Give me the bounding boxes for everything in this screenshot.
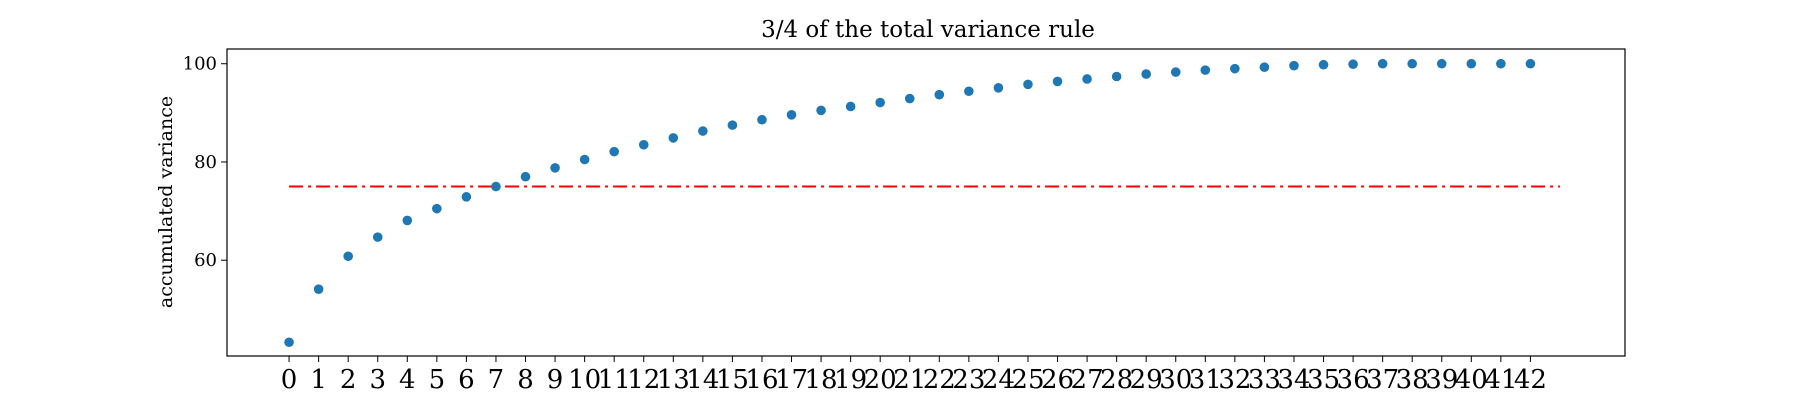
x-tick-label: 9 <box>547 365 564 395</box>
x-tick-label: 19 <box>834 365 867 395</box>
data-point <box>816 105 826 116</box>
data-point <box>579 154 590 165</box>
x-tick-label: 35 <box>1307 365 1340 395</box>
x-tick-label: 2 <box>340 365 357 395</box>
x-ticks-group: 0 1 2 3 4 5 6 7 8 9 101112131415161718192021222324… <box>281 356 1547 395</box>
x-tick-label: 22 <box>923 365 956 395</box>
data-point <box>1377 58 1388 69</box>
x-tick-label: 30 <box>1159 365 1192 395</box>
data-point <box>1407 58 1417 69</box>
x-tick-label: 26 <box>1041 365 1074 395</box>
y-ticks-group: 60 80 100 <box>183 54 227 271</box>
x-tick-label: 7 <box>488 365 505 395</box>
chart-title: 3/4 of the total variance rule <box>761 17 1095 43</box>
data-point <box>1170 67 1181 77</box>
data-point <box>638 139 649 150</box>
data-point <box>550 163 560 173</box>
x-tick-label: 36 <box>1337 365 1370 395</box>
data-point <box>1466 58 1477 69</box>
x-tick-label: 13 <box>657 365 690 395</box>
y-axis-label: accumulated variance <box>155 96 177 308</box>
x-tick-label: 37 <box>1366 365 1399 395</box>
x-tick-label: 6 <box>458 365 475 395</box>
data-point <box>1259 62 1270 72</box>
data-point <box>845 101 856 112</box>
x-tick-label: 38 <box>1396 365 1429 395</box>
x-tick-label: 5 <box>429 365 446 395</box>
data-point <box>1052 76 1063 87</box>
x-tick-label: 40 <box>1455 365 1488 395</box>
data-point <box>1525 58 1536 69</box>
data-point <box>904 93 915 104</box>
x-tick-label: 20 <box>864 365 897 395</box>
x-tick-label: 16 <box>745 365 778 395</box>
data-point <box>1200 65 1211 75</box>
data-point <box>1496 58 1506 69</box>
x-tick-label: 1 <box>310 365 327 395</box>
data-point <box>786 110 797 120</box>
data-point <box>402 215 413 226</box>
x-tick-label: 31 <box>1189 365 1222 395</box>
x-tick-label: 33 <box>1248 365 1281 395</box>
y-tick-label: 80 <box>194 152 217 173</box>
data-point <box>993 83 1004 93</box>
data-point <box>1141 69 1151 79</box>
x-tick-label: 3 <box>369 365 386 395</box>
data-point <box>1230 63 1240 74</box>
y-tick-label: 100 <box>183 54 217 75</box>
x-tick-label: 0 <box>281 365 298 395</box>
data-point <box>757 114 767 125</box>
x-tick-label: 12 <box>627 365 660 395</box>
data-point <box>1111 71 1122 82</box>
x-tick-label: 25 <box>1011 365 1044 395</box>
data-point <box>520 171 531 182</box>
data-point <box>343 251 353 262</box>
x-tick-label: 24 <box>982 365 1015 395</box>
x-tick-label: 23 <box>952 365 985 395</box>
x-tick-label: 18 <box>805 365 838 395</box>
data-point <box>461 192 472 202</box>
data-point <box>1023 79 1033 90</box>
data-point <box>1082 74 1092 84</box>
data-point <box>609 146 619 157</box>
x-tick-label: 17 <box>775 365 808 395</box>
data-point <box>1436 58 1447 69</box>
x-tick-label: 15 <box>716 365 749 395</box>
x-tick-label: 28 <box>1100 365 1133 395</box>
x-tick-label: 21 <box>893 365 926 395</box>
data-point <box>491 181 501 192</box>
data-point <box>698 126 708 136</box>
plot-area-frame <box>226 48 1626 357</box>
y-tick-label: 60 <box>194 250 217 271</box>
data-point <box>934 89 945 100</box>
data-point <box>372 232 383 242</box>
x-tick-label: 34 <box>1277 365 1310 395</box>
data-point <box>313 284 324 294</box>
data-points-group <box>284 58 1536 348</box>
x-tick-label: 29 <box>1130 365 1163 395</box>
data-point <box>727 120 738 130</box>
data-point <box>875 97 885 108</box>
x-tick-label: 32 <box>1218 365 1251 395</box>
data-point <box>668 133 679 143</box>
data-point <box>284 337 294 348</box>
x-tick-label: 42 <box>1514 365 1547 395</box>
data-point <box>1318 59 1329 70</box>
x-tick-label: 10 <box>568 365 601 395</box>
data-point <box>1348 59 1358 70</box>
x-tick-label: 39 <box>1425 365 1458 395</box>
x-tick-label: 11 <box>598 365 631 395</box>
x-tick-label: 27 <box>1071 365 1104 395</box>
x-tick-label: 41 <box>1484 365 1517 395</box>
x-tick-label: 4 <box>399 365 416 395</box>
data-point <box>432 203 442 214</box>
x-tick-label: 8 <box>517 365 534 395</box>
x-tick-label: 14 <box>686 365 719 395</box>
data-point <box>1289 60 1299 71</box>
data-point <box>964 86 974 97</box>
